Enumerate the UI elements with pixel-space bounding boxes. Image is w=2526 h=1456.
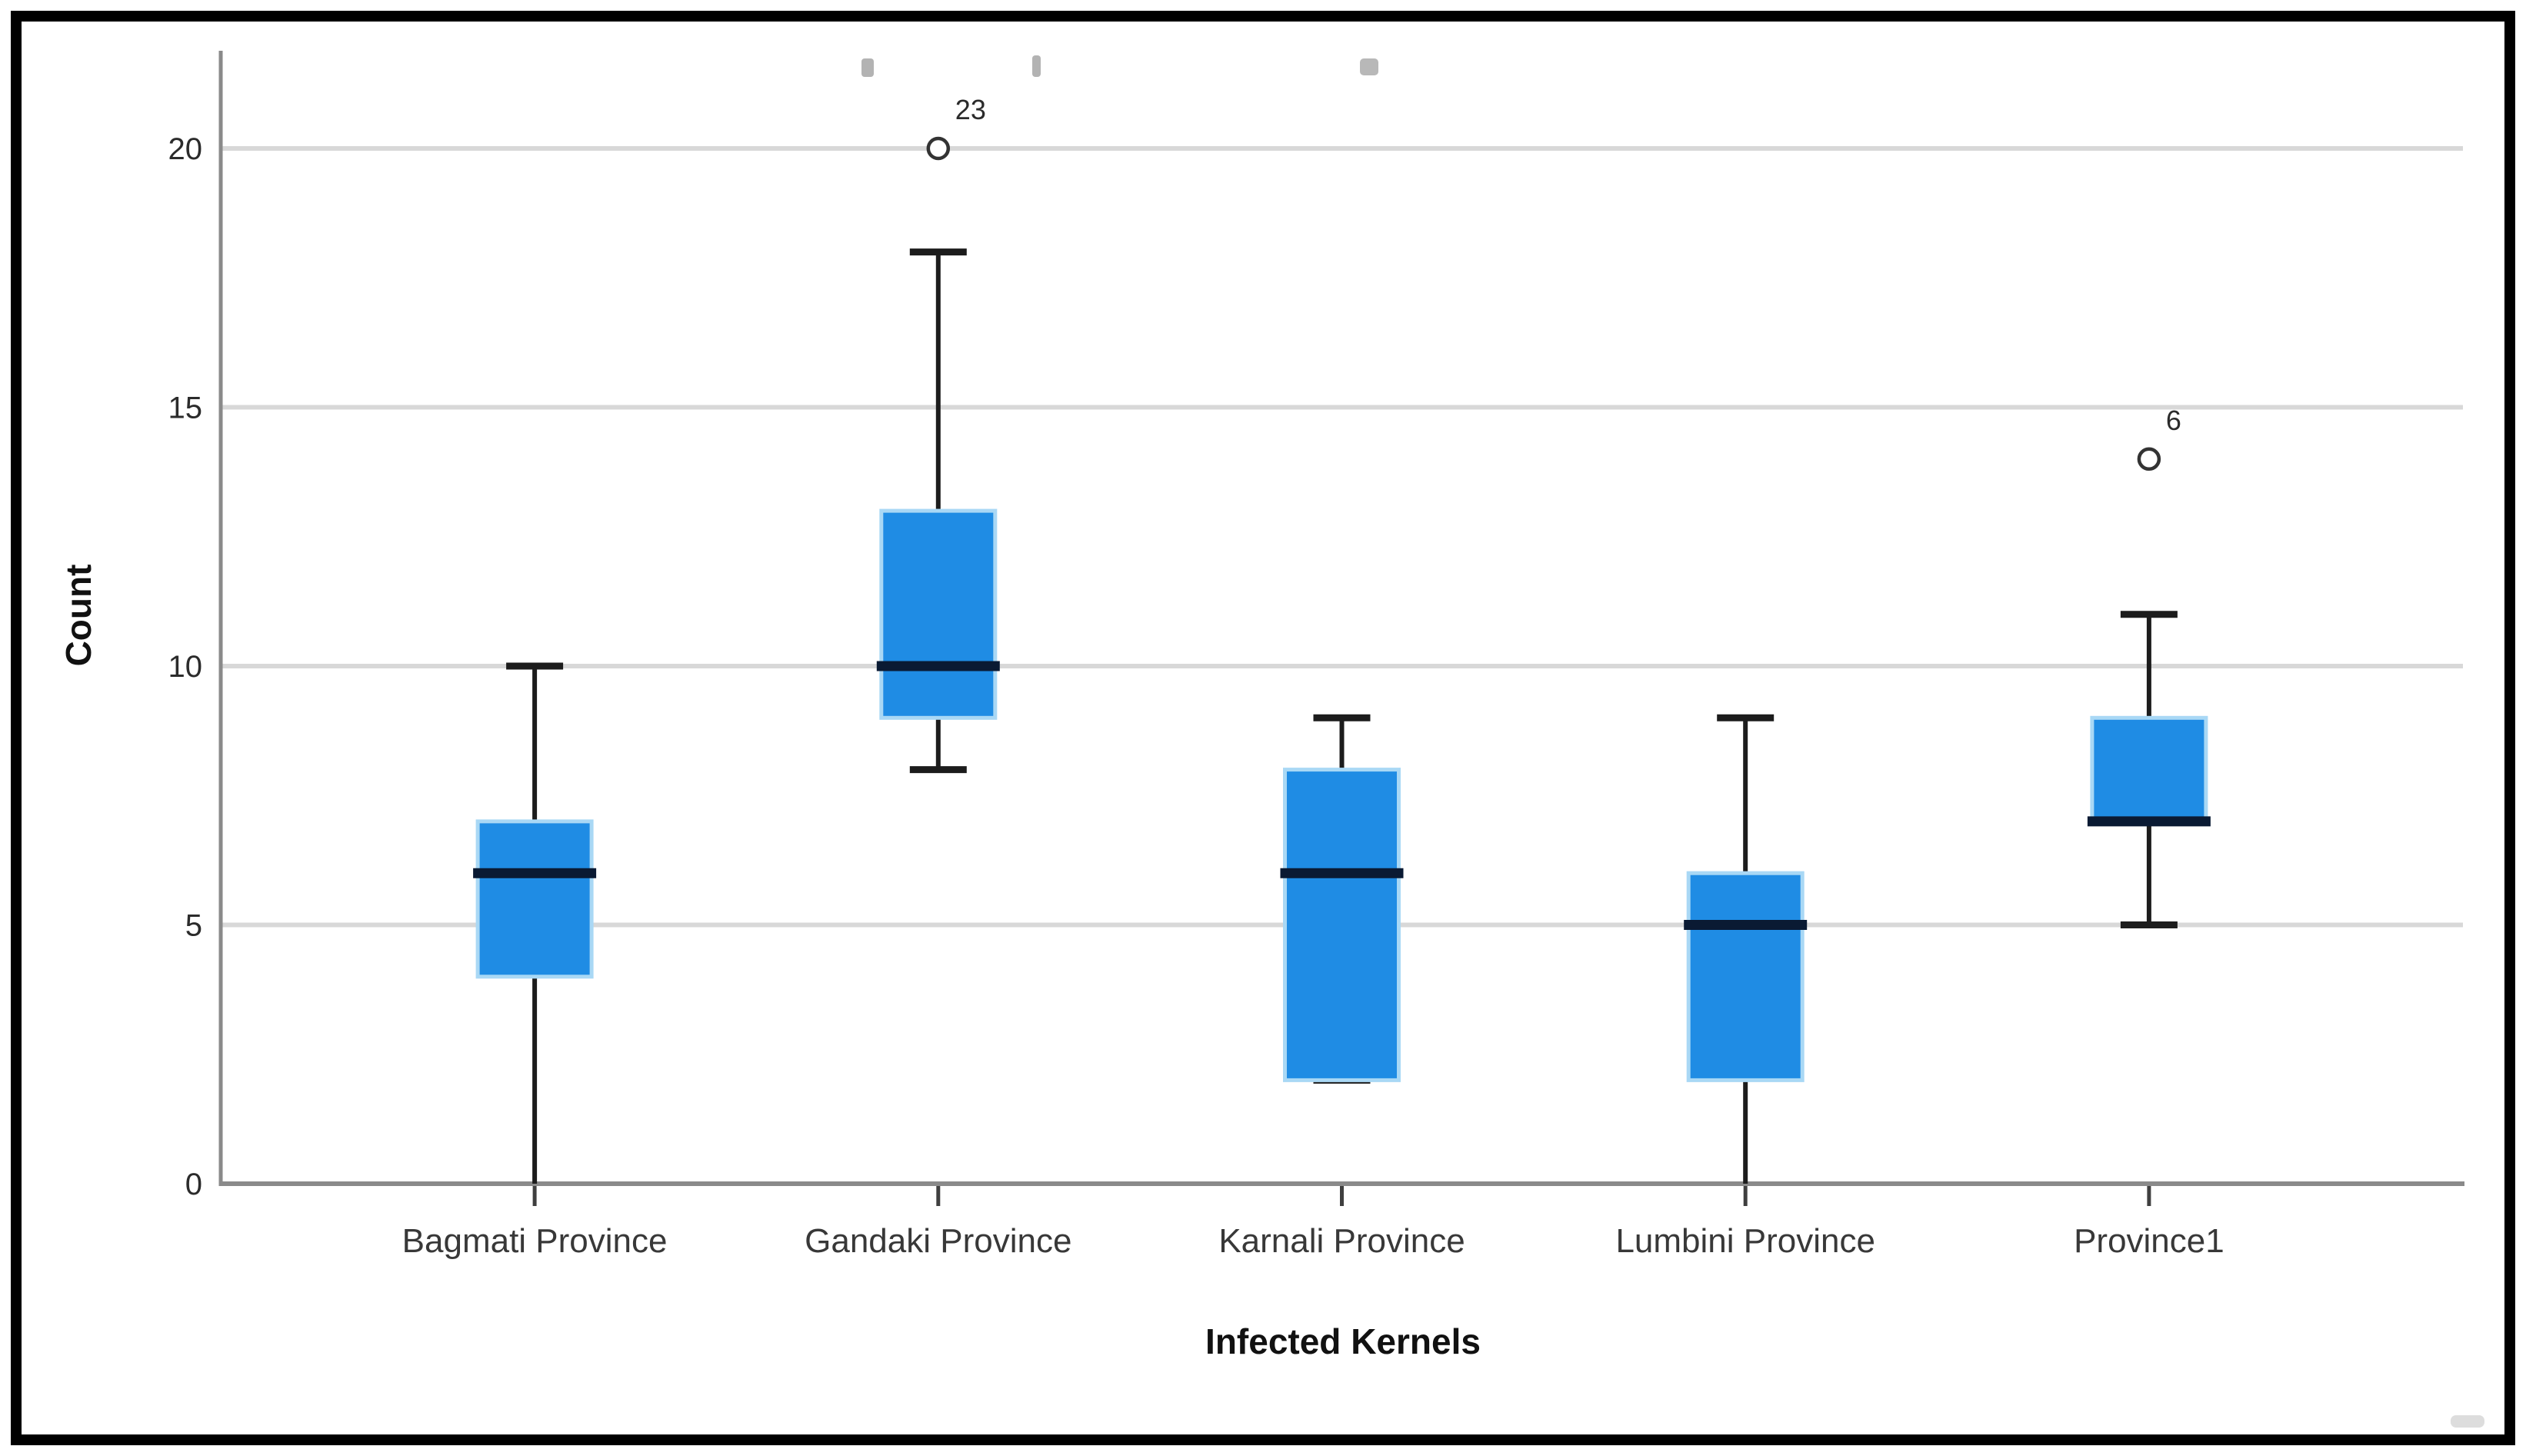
cropped-text-artifact bbox=[861, 58, 874, 77]
y-tick-label-20: 20 bbox=[168, 132, 203, 166]
y-tick-label-5: 5 bbox=[185, 909, 202, 943]
y-tick-label-15: 15 bbox=[168, 391, 203, 425]
corner-smudge-artifact bbox=[2451, 1415, 2484, 1428]
category-label-1: Gandaki Province bbox=[805, 1222, 1071, 1260]
cropped-text-artifacts bbox=[861, 55, 2484, 1428]
outlier-point bbox=[2137, 447, 2161, 471]
iqr-box bbox=[1283, 768, 1401, 1082]
category-label-0: Bagmati Province bbox=[402, 1222, 668, 1260]
x-axis-title: Infected Kernels bbox=[1205, 1321, 1481, 1361]
boxplot-gandaki-province: 23 bbox=[876, 94, 1000, 774]
boxplot-karnali-province bbox=[1280, 714, 1404, 1084]
outlier-case-label: 6 bbox=[2166, 405, 2181, 436]
iqr-box bbox=[1686, 871, 1805, 1082]
cropped-text-artifact bbox=[1032, 55, 1041, 77]
category-label-2: Karnali Province bbox=[1218, 1222, 1465, 1260]
boxplot-province1: 6 bbox=[2087, 405, 2211, 928]
cropped-text-artifact bbox=[1360, 58, 1378, 75]
boxplot-lumbini-province bbox=[1684, 714, 1808, 1184]
outlier-point bbox=[926, 136, 951, 161]
category-label-3: Lumbini Province bbox=[1615, 1222, 1875, 1260]
iqr-box bbox=[2090, 715, 2208, 824]
iqr-box bbox=[879, 508, 998, 720]
y-tick-label-0: 0 bbox=[185, 1168, 202, 1201]
outlier-case-label: 23 bbox=[955, 94, 986, 125]
y-axis-title: Count bbox=[58, 565, 98, 667]
y-tick-label-10: 10 bbox=[168, 650, 203, 684]
figure-border bbox=[11, 11, 2515, 1445]
iqr-box bbox=[475, 819, 594, 979]
category-label-4: Province1 bbox=[2074, 1222, 2224, 1260]
boxplot-bagmati-province bbox=[473, 662, 597, 1184]
